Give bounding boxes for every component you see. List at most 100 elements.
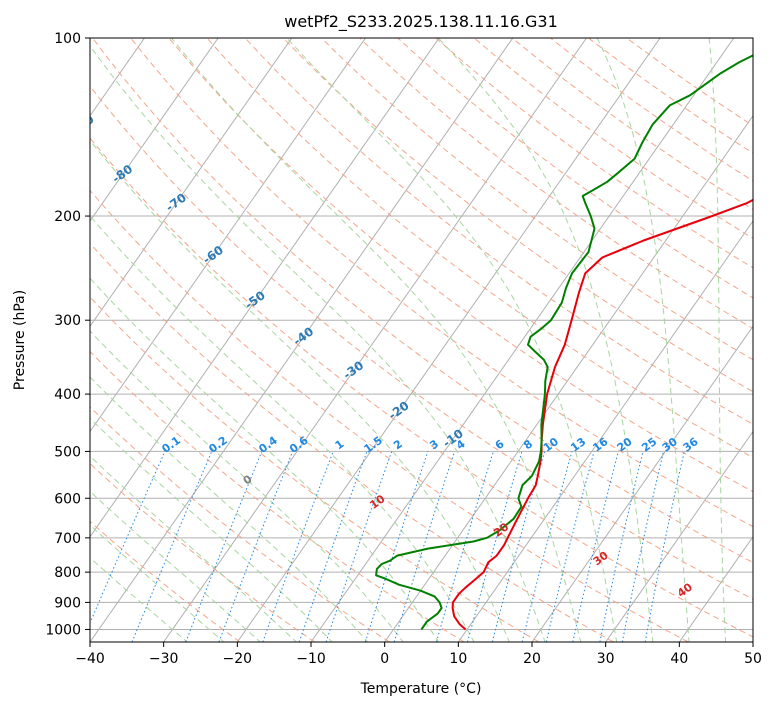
dry-adiabat bbox=[90, 462, 315, 642]
moist-adiabat bbox=[438, 38, 654, 642]
mixing-ratio-line bbox=[298, 451, 368, 642]
isotherm-line bbox=[752, 641, 753, 642]
y-axis-ticks: 100 200 300 400 500 600 700 800 900 1000 bbox=[45, 31, 90, 638]
dry-adiabat bbox=[588, 38, 753, 154]
mixing-ratio-label: 0.1 bbox=[159, 434, 182, 456]
moist-adiabat bbox=[90, 215, 475, 642]
dry-adiabat bbox=[435, 38, 753, 269]
y-tick-label: 500 bbox=[54, 444, 81, 460]
dry-adiabat bbox=[321, 38, 753, 361]
y-tick-label: 700 bbox=[54, 531, 81, 547]
dry-adiabat bbox=[206, 38, 753, 459]
isobar-grid bbox=[90, 38, 753, 630]
moist-adiabat bbox=[90, 277, 440, 642]
isotherm-line bbox=[457, 220, 753, 642]
x-tick-label: 40 bbox=[670, 651, 688, 667]
isotherm-line bbox=[90, 38, 293, 328]
dry-adiabat bbox=[473, 38, 753, 239]
moist-adiabat bbox=[596, 38, 690, 642]
mixing-ratio-line bbox=[467, 451, 523, 642]
dry-adiabat bbox=[90, 296, 540, 642]
dry-adiabat bbox=[130, 38, 753, 528]
mixing-ratio-label: 1 bbox=[333, 437, 347, 452]
moist-adiabat bbox=[90, 139, 510, 642]
isotherm-line bbox=[531, 325, 753, 642]
x-tick-label: −30 bbox=[149, 651, 179, 667]
isotherm-line bbox=[90, 38, 514, 642]
x-axis-ticks: −40 −30 −20 −10 0 10 20 30 40 50 bbox=[75, 642, 762, 667]
mixing-ratio-line bbox=[90, 451, 166, 625]
x-axis-label: Temperature (°C) bbox=[360, 681, 482, 697]
isotherm-line bbox=[236, 38, 661, 642]
x-tick-label: 0 bbox=[380, 651, 389, 667]
mixing-ratio-line bbox=[572, 451, 619, 642]
y-tick-label: 100 bbox=[54, 31, 81, 47]
plot-area: 0.1 0.2 0.4 0.6 1 1.5 2 3 4 6 8 10 13 16 20 25 30 36-100-… bbox=[0, 38, 753, 642]
moist-adiabat bbox=[90, 330, 404, 642]
isotherm-line bbox=[678, 535, 753, 642]
y-axis-label: Pressure (hPa) bbox=[12, 290, 28, 390]
dry-adiabat-label: -100 bbox=[34, 52, 67, 81]
dry-adiabat-label: -60 bbox=[200, 243, 226, 267]
mixing-ratio-line bbox=[599, 451, 644, 642]
mixing-ratio-line bbox=[644, 451, 685, 642]
x-tick-label: −20 bbox=[223, 651, 253, 667]
dry-adiabat bbox=[90, 85, 753, 600]
mixing-ratio-line bbox=[545, 451, 595, 642]
dry-adiabat bbox=[90, 137, 753, 638]
moist-adiabat bbox=[286, 38, 618, 642]
mixing-ratio-line bbox=[185, 451, 263, 642]
mixing-ratio-label: 0.4 bbox=[256, 434, 280, 456]
dry-adiabat bbox=[283, 38, 753, 393]
mixing-ratio-line bbox=[325, 451, 393, 642]
moist-adiabat bbox=[90, 524, 225, 642]
dry-adiabat bbox=[168, 38, 753, 493]
dry-adiabat bbox=[511, 38, 753, 211]
mixing-ratio-line bbox=[262, 451, 334, 642]
x-tick-label: −40 bbox=[75, 651, 105, 667]
moist-adiabat bbox=[90, 490, 261, 642]
y-tick-label: 400 bbox=[54, 387, 81, 403]
x-tick-label: 10 bbox=[449, 651, 467, 667]
y-tick-label: 900 bbox=[54, 595, 81, 611]
moist-adiabat-label: 40 bbox=[675, 580, 695, 600]
isotherm-line bbox=[0, 38, 71, 642]
temperature-profile-line bbox=[451, 198, 753, 631]
mixing-ratio-line bbox=[521, 451, 573, 642]
moist-adiabat bbox=[90, 455, 298, 642]
moist-adiabat bbox=[171, 38, 582, 642]
dry-adiabat bbox=[90, 189, 689, 642]
dry-adiabats bbox=[90, 38, 753, 642]
dry-adiabat bbox=[90, 242, 614, 642]
dry-adiabat-label: -90 bbox=[71, 112, 97, 136]
isotherm-grid bbox=[0, 38, 753, 642]
y-tick-label: 200 bbox=[54, 209, 81, 225]
dry-adiabat bbox=[90, 406, 390, 642]
mixing-ratio-line bbox=[491, 451, 546, 642]
mixing-ratio-line bbox=[435, 451, 494, 642]
x-tick-label: 30 bbox=[597, 651, 615, 667]
dry-adiabat bbox=[244, 38, 753, 425]
isotherm-line bbox=[90, 38, 219, 222]
mixing-ratio-label: 2 bbox=[391, 437, 405, 452]
y-tick-label: 300 bbox=[54, 313, 81, 329]
chart-title: wetPf2_S233.2025.138.11.16.G31 bbox=[284, 12, 558, 32]
isotherm-line bbox=[384, 114, 753, 642]
plot-frame bbox=[89, 37, 754, 643]
y-tick-label: 600 bbox=[54, 491, 81, 507]
dry-adiabat bbox=[90, 350, 465, 642]
isotherm-line bbox=[310, 38, 735, 642]
moist-adiabat bbox=[708, 38, 727, 642]
sounding-series bbox=[375, 54, 753, 631]
dry-adiabat bbox=[92, 38, 753, 564]
mixing-ratio-label: 6 bbox=[493, 437, 507, 452]
y-tick-label: 800 bbox=[54, 565, 81, 581]
isotherm-line bbox=[163, 38, 587, 642]
mixing-ratio-line bbox=[364, 451, 429, 642]
dry-adiabat-label: -70 bbox=[163, 190, 189, 214]
dry-adiabat-label: -20 bbox=[386, 398, 412, 422]
dewpoint-profile-line bbox=[375, 54, 753, 631]
mixing-ratio-line bbox=[131, 451, 213, 642]
mixing-ratio-label: 3 bbox=[427, 437, 441, 452]
